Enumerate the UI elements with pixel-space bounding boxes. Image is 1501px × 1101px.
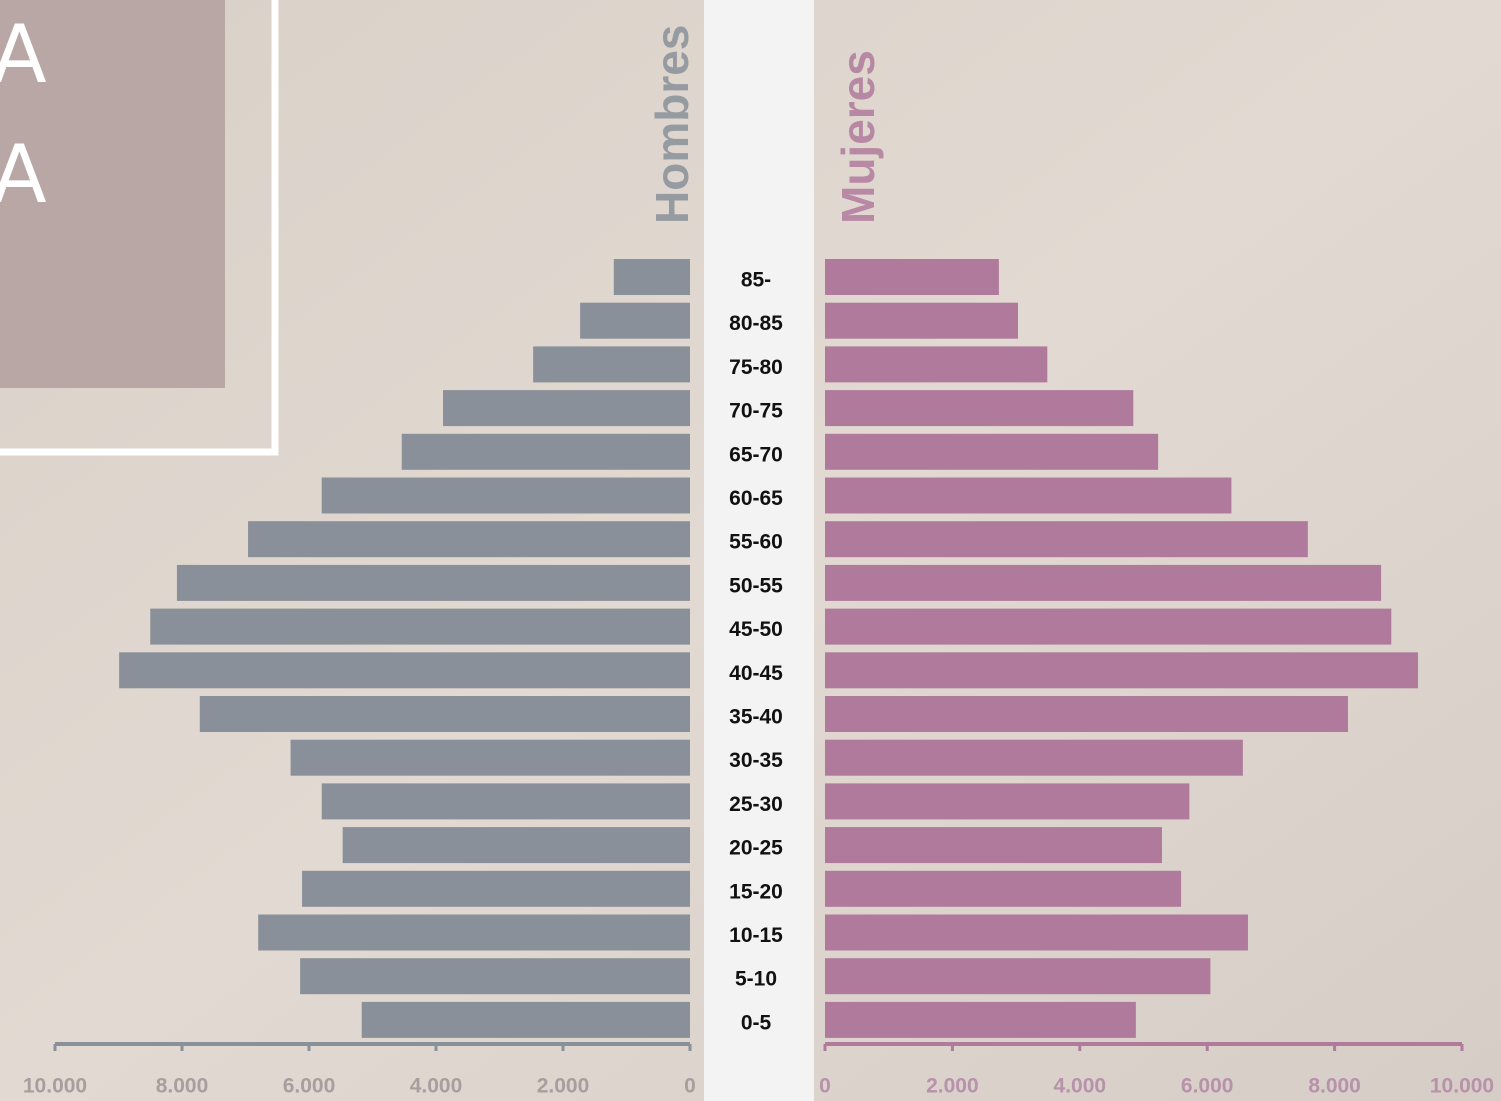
bar [580,303,690,339]
category-label: 45-50 [729,618,783,641]
x-tick-label: 4.000 [410,1075,463,1098]
legend-label: Hombres [646,25,698,224]
category-label: 20-25 [729,837,783,860]
x-tick-label: 8.000 [1308,1075,1361,1098]
bar [825,915,1248,951]
x-tick-label: 2.000 [926,1075,979,1098]
bar [533,346,690,382]
bar [343,827,690,863]
x-tick-label: 8.000 [156,1075,209,1098]
bar [119,652,690,688]
x-tick-label: 6.000 [283,1075,336,1098]
bar [825,434,1158,470]
category-label: 40-45 [729,662,783,685]
category-label: 85- [741,269,771,292]
category-label: 25-30 [729,793,783,816]
bar [248,521,690,557]
category-label: 55-60 [729,531,783,554]
bar [825,521,1308,557]
bar [825,478,1231,514]
bar [291,740,690,776]
x-tick-label: 2.000 [537,1075,590,1098]
x-tick-label: 10.000 [23,1075,87,1098]
bar [258,915,690,951]
bar [322,783,690,819]
bar [825,827,1162,863]
legend-label: Mujeres [832,50,884,224]
x-tick-label: 6.000 [1181,1075,1234,1098]
category-label: 70-75 [729,400,783,423]
bar [825,1002,1136,1038]
bar [825,390,1133,426]
bar [825,303,1018,339]
bar [177,565,690,601]
title-line: A [0,128,47,221]
bar [825,259,999,295]
bar [825,958,1210,994]
bar [825,565,1381,601]
bar [825,783,1189,819]
x-tick-label: 0 [684,1075,696,1098]
bar [200,696,690,732]
category-label: 65-70 [729,443,783,466]
chart: A A 85- 80-85 75-80 70-75 65-70 60-65 55-60 50-… [0,0,1501,1101]
bar [825,652,1418,688]
bar [302,871,690,907]
title-line: A [0,8,47,101]
x-tick-label: 10.000 [1430,1075,1494,1098]
bar [322,478,690,514]
bar [150,609,690,645]
bar [825,696,1348,732]
category-label: 10-15 [729,924,783,947]
bar [614,259,690,295]
category-label: 50-55 [729,574,783,597]
bar [362,1002,690,1038]
category-label: 60-65 [729,487,783,510]
category-label: 5-10 [735,968,777,991]
bar [443,390,690,426]
category-label: 30-35 [729,749,783,772]
bar [402,434,690,470]
bar [825,871,1181,907]
bar [825,609,1391,645]
bar [825,740,1243,776]
category-label: 15-20 [729,880,783,903]
bar [825,346,1047,382]
category-label: 80-85 [729,312,783,335]
category-label: 0-5 [741,1011,772,1034]
x-tick-label: 4.000 [1054,1075,1107,1098]
bar [300,958,690,994]
x-tick-label: 0 [819,1075,831,1098]
category-label: 75-80 [729,356,783,379]
category-label: 35-40 [729,706,783,729]
